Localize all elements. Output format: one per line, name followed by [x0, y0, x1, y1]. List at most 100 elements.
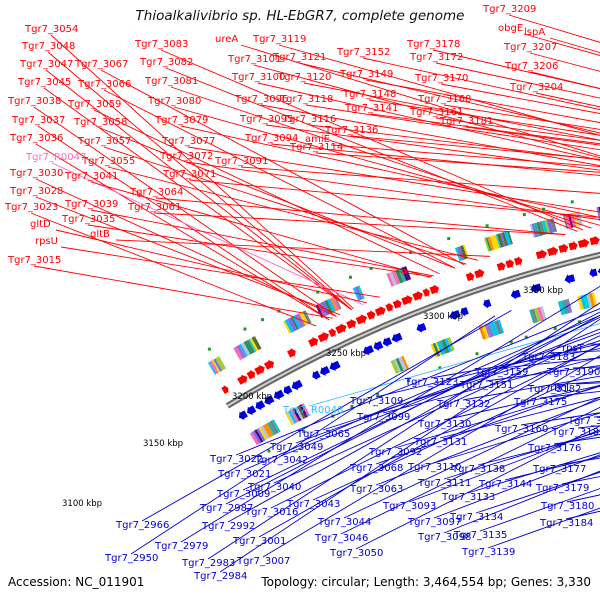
gene-label: Tgr7_3068	[350, 463, 404, 474]
inner-tick	[438, 366, 442, 370]
gene-label: Tgr7_3007	[237, 556, 291, 567]
gene-label: Tgr7_3092	[369, 447, 423, 458]
gene-label: Tgr7_3081	[145, 76, 199, 87]
forward-gene-arrow	[355, 314, 367, 325]
gene-connector	[103, 146, 467, 265]
gene-label: Tgr7_3110	[408, 462, 462, 473]
category-block	[327, 298, 336, 313]
gene-label: Tgr7_3161	[410, 107, 464, 118]
gene-connector	[295, 332, 600, 444]
gene-connector	[305, 104, 600, 151]
gene-label: Tgr7_3037	[12, 115, 66, 126]
category-block	[249, 337, 259, 352]
gene-connector	[432, 49, 600, 90]
gene-connector	[435, 62, 600, 99]
gene-label: Tgr7_3063	[350, 484, 404, 495]
gene-label: Tgr7_3138	[452, 464, 506, 475]
gene-label: Tgr7_3064	[130, 187, 184, 198]
category-block	[239, 343, 248, 357]
gene-label: Tgr7_3184	[540, 518, 594, 529]
category-block	[533, 307, 541, 323]
forward-gene-arrow	[385, 302, 393, 312]
gene-connector	[93, 109, 440, 275]
gene-connector	[312, 367, 600, 501]
gene-connector	[322, 340, 600, 431]
gene-label: Tgr7_3148	[343, 89, 397, 100]
forward-gene-arrow	[237, 374, 248, 385]
forward-gene-arrow	[558, 243, 569, 254]
gene-label: lspA	[524, 27, 546, 38]
category-block	[260, 425, 270, 440]
gene-label: Tgr7_3050	[330, 548, 384, 559]
gene-connector	[35, 196, 341, 316]
category-block	[395, 357, 404, 372]
gene-connector	[365, 79, 600, 124]
gene-connector	[100, 69, 465, 266]
gene-connector	[343, 396, 600, 519]
gene-label: Tgr7_2979	[155, 541, 209, 552]
gene-label: Tgr7_3149	[340, 69, 394, 80]
gene-label: Tgr7_2984	[194, 571, 248, 582]
category-block	[576, 211, 583, 226]
category-block	[504, 231, 512, 246]
category-block	[490, 321, 498, 336]
gene-label: Tgr7_3071	[163, 169, 217, 180]
gene-label: Tgr7_3039	[65, 199, 119, 210]
category-block	[233, 346, 243, 361]
gene-connector	[180, 285, 600, 543]
gene-label: Tgr7_R0047	[26, 152, 87, 163]
gene-label: Tgr7_3030	[10, 168, 64, 179]
gene-label: Tgr7_3204	[510, 82, 564, 93]
gene-label: Tgr7_3100	[232, 72, 286, 83]
gene-label: Tgr7_3111	[418, 478, 472, 489]
forward-gene-arrow	[246, 369, 256, 380]
scale-label: 3250 kbp	[326, 349, 366, 359]
gene-label: Tgr7_3209	[483, 4, 537, 15]
reverse-gene-arrow	[264, 395, 275, 406]
gene-label: Tgr7_2950	[105, 553, 159, 564]
gene-label: Tgr7_3160	[495, 424, 549, 435]
category-block	[401, 355, 409, 370]
category-block	[294, 406, 304, 421]
gene-connector	[155, 197, 566, 235]
category-block	[460, 245, 468, 260]
gene-label: Tgr7_3040	[248, 482, 302, 493]
reverse-gene-arrow	[238, 410, 248, 420]
gene-connector	[258, 343, 600, 538]
gene-label: Tgr7_3131	[414, 437, 468, 448]
category-block	[484, 324, 491, 338]
category-block	[209, 360, 219, 374]
reverse-gene-arrow	[391, 332, 403, 343]
gene-label: Tgr7_3094	[245, 133, 299, 144]
forward-gene-arrow	[287, 348, 296, 358]
reverse-gene-arrow	[460, 307, 469, 317]
category-block	[580, 295, 587, 310]
outer-tick	[522, 213, 526, 217]
reverse-gene-arrow	[255, 400, 266, 411]
gene-connector	[535, 92, 600, 108]
category-block	[262, 424, 272, 438]
category-block	[390, 359, 400, 375]
category-block	[586, 293, 593, 308]
category-block	[441, 339, 450, 354]
category-block	[435, 342, 442, 356]
gene-label: Tgr7_3057	[78, 136, 132, 147]
gene-connector	[368, 99, 600, 136]
gene-connector	[270, 344, 600, 509]
forward-gene-arrow	[254, 365, 265, 376]
category-block	[393, 358, 402, 373]
gene-connector	[394, 385, 600, 449]
category-block	[492, 234, 500, 249]
gene-label: Tgr7_3079	[155, 115, 209, 126]
gene-label: Tgr7_3172	[410, 52, 464, 63]
genome-info-text: Topology: circular; Length: 3,464,554 bp…	[261, 575, 591, 589]
gene-connector	[60, 246, 380, 298]
gene-label: Tgr7_3136	[325, 125, 379, 136]
category-block	[290, 316, 299, 330]
gene-connector	[308, 323, 600, 407]
category-block	[267, 421, 277, 436]
gene-label: Tgr7_3180	[541, 501, 595, 512]
gene-label: Tgr7_3101	[228, 54, 282, 65]
gene-connector	[242, 316, 600, 491]
forward-gene-arrow	[346, 318, 357, 329]
